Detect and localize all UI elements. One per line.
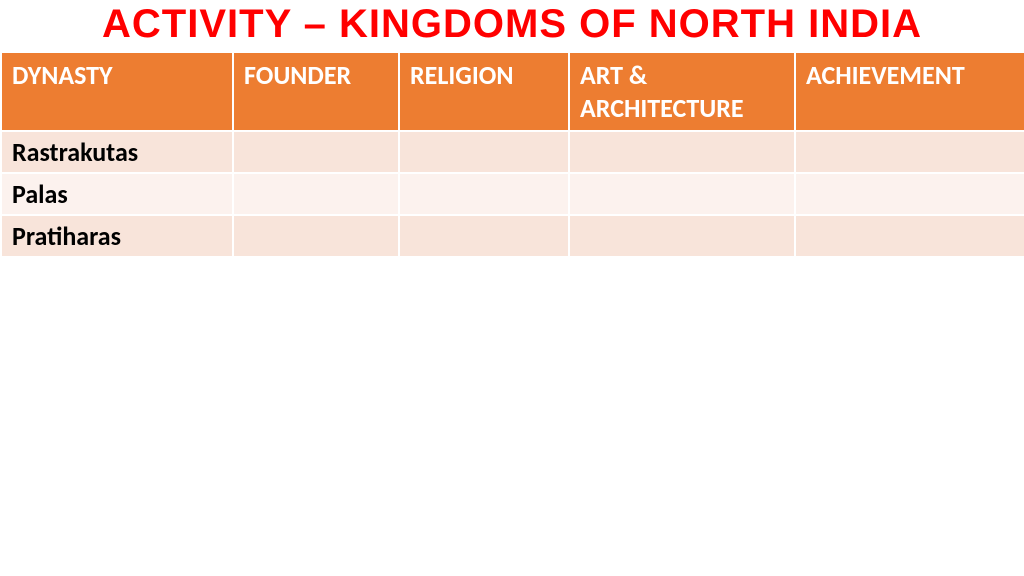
table-body: RastrakutasPalasPratiharas — [1, 131, 1024, 257]
column-header: DYNASTY — [1, 52, 233, 131]
table-cell — [795, 215, 1024, 257]
table-cell — [569, 173, 795, 215]
table-cell — [569, 215, 795, 257]
table-cell — [233, 173, 399, 215]
table-cell — [233, 131, 399, 173]
column-header: ACHIEVEMENT — [795, 52, 1024, 131]
kingdoms-table: DYNASTYFOUNDERRELIGIONART & ARCHITECTURE… — [0, 51, 1024, 258]
table-cell — [233, 215, 399, 257]
table-cell — [399, 131, 569, 173]
table-row: Rastrakutas — [1, 131, 1024, 173]
column-header: RELIGION — [399, 52, 569, 131]
table-cell: Rastrakutas — [1, 131, 233, 173]
table-cell: Pratiharas — [1, 215, 233, 257]
table-cell — [399, 173, 569, 215]
table-row: Pratiharas — [1, 215, 1024, 257]
table-cell: Palas — [1, 173, 233, 215]
table-cell — [795, 131, 1024, 173]
table-cell — [569, 131, 795, 173]
table-cell — [399, 215, 569, 257]
table-cell — [795, 173, 1024, 215]
column-header: FOUNDER — [233, 52, 399, 131]
column-header: ART & ARCHITECTURE — [569, 52, 795, 131]
table-row: Palas — [1, 173, 1024, 215]
table-header-row: DYNASTYFOUNDERRELIGIONART & ARCHITECTURE… — [1, 52, 1024, 131]
page-title: Activity – kingdoms of north india — [0, 0, 1024, 51]
